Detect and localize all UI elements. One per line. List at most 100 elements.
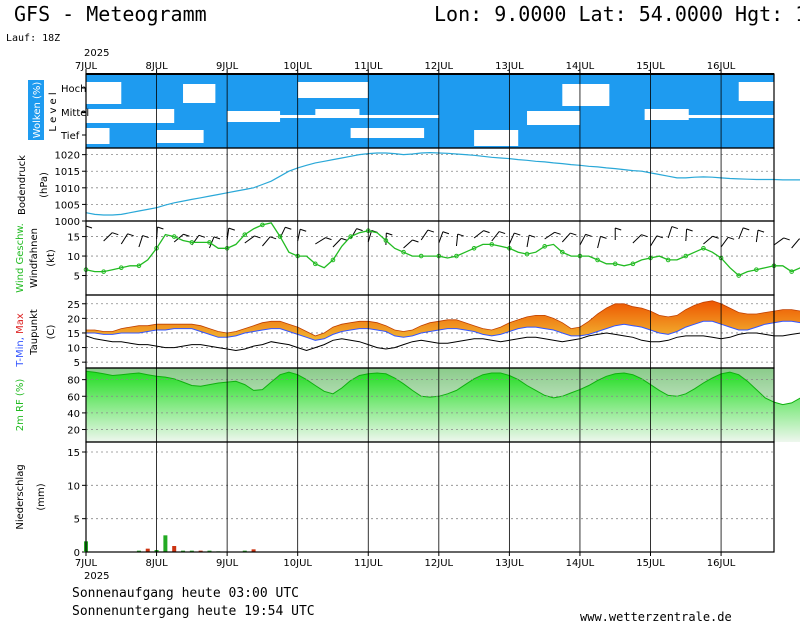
wind-barb — [498, 231, 506, 235]
day-label-bottom: 13JUL — [495, 558, 524, 569]
wind-barb — [703, 235, 713, 245]
cloud-label-box — [28, 80, 44, 140]
y-tick-label: 5 — [74, 515, 80, 526]
tmax-label-part: Max — [15, 313, 26, 334]
wind-barb — [597, 236, 601, 249]
day-label-top: 15JUL — [636, 61, 665, 72]
temperature-band — [86, 300, 800, 341]
wind-barb — [228, 227, 235, 231]
wind-speed-point — [207, 240, 212, 245]
tmin-label-part: T-Min, — [15, 334, 26, 368]
pressure-line — [85, 151, 800, 216]
precip-bar — [189, 550, 194, 552]
wind-barb — [142, 235, 149, 239]
wind-barb — [667, 226, 673, 239]
cloud-level-label: L e v e l — [48, 92, 59, 131]
y-tick-label: 0 — [74, 548, 80, 559]
wind-speed-point — [789, 269, 794, 274]
wind-barb — [112, 232, 119, 236]
day-label-bottom: 8JUL — [145, 558, 168, 569]
temperature-axis-label: T-Min, Max — [15, 313, 26, 368]
panel-frame — [85, 441, 775, 553]
day-label-top: 12JUL — [425, 61, 454, 72]
cloud-level-hoch: Hoch — [61, 84, 86, 95]
wind-speed-point — [136, 263, 142, 269]
dewpoint-label: Taupunkt — [29, 309, 40, 356]
wind-barb — [332, 238, 342, 248]
wind-speed-point — [383, 238, 389, 243]
wind-barb — [615, 227, 622, 231]
wind-speed-point — [277, 234, 283, 239]
day-label-bottom: 9JUL — [216, 558, 239, 569]
wind-barb — [279, 226, 286, 239]
y-tick-label: 25 — [67, 300, 80, 311]
sunset-text: Sonnenuntergang heute 19:54 UTC — [72, 604, 315, 619]
day-label-bottom: 16JUL — [707, 558, 736, 569]
cloud-gap — [183, 84, 216, 103]
day-label-bottom: 7JUL — [75, 558, 98, 569]
day-label-bottom: 11JUL — [354, 558, 383, 569]
wind-barb — [743, 227, 750, 231]
wind-barb — [671, 226, 679, 230]
y-tick-label: 5 — [74, 272, 80, 283]
wind-barb — [712, 235, 719, 239]
cloud-gap — [738, 82, 777, 101]
precip-bar — [242, 550, 247, 552]
y-tick-label: 60 — [67, 392, 80, 403]
wind-barb — [198, 234, 206, 238]
wind-speed-point — [736, 273, 742, 278]
wind-speed-point — [489, 242, 495, 247]
wind-barb — [244, 235, 255, 244]
wind-speed-point — [101, 269, 106, 274]
day-label-top: 9JUL — [216, 61, 239, 72]
temperature-unit: (C) — [46, 325, 57, 340]
wind-speed-point — [242, 232, 248, 237]
pressure-axis-label: Bodendruck — [17, 155, 28, 215]
wind-barb — [386, 232, 393, 236]
y-tick-label: 15 — [67, 329, 80, 340]
wind-barb — [297, 229, 301, 242]
wind-axis-label: Wind Geschw. — [15, 223, 26, 293]
wind-barb — [791, 238, 800, 249]
wind-barb — [632, 234, 642, 244]
wind-speed-point — [754, 267, 759, 272]
precip-bar — [181, 550, 186, 552]
wind-barb — [269, 236, 277, 240]
y-tick-label: 10 — [67, 344, 80, 355]
year-label-top: 2025 — [84, 48, 109, 59]
wind-barb — [367, 230, 373, 243]
wind-barb — [773, 237, 785, 246]
wind-speed-point — [630, 261, 636, 267]
cloud-gap — [350, 128, 425, 138]
wind-barb — [412, 239, 419, 243]
y-tick-label: 1015 — [55, 167, 80, 178]
cloud-gap — [644, 109, 689, 120]
wind-speed-point — [348, 234, 353, 239]
wind-barb — [570, 232, 577, 236]
panel-frame — [85, 147, 775, 222]
wind-speed-point — [330, 257, 336, 263]
wind-barb — [85, 225, 93, 229]
precip-bar — [207, 550, 212, 552]
cloud-gap — [562, 84, 610, 106]
wind-speed-point — [665, 257, 671, 263]
day-label-bottom: 15JUL — [636, 558, 665, 569]
page-title: GFS - Meteogramm — [14, 2, 207, 26]
wind-barb — [514, 232, 521, 236]
precip-unit: (mm) — [36, 483, 47, 510]
y-tick-label: 1020 — [55, 151, 80, 162]
wind-speed-point — [542, 244, 547, 249]
dewpoint-line — [85, 332, 800, 352]
wind-barb — [685, 228, 688, 242]
y-tick-label: 15 — [67, 233, 80, 244]
wind-barb — [755, 230, 759, 243]
day-label-top: 7JUL — [75, 61, 98, 72]
wind-speed-point — [524, 251, 530, 257]
wind-barb — [561, 232, 571, 243]
y-tick-label: 10 — [67, 252, 80, 263]
cloud-axis-label: Wolken (%) — [32, 82, 43, 139]
windfahnen-label: Windfahnen — [29, 228, 40, 288]
wind-barb — [641, 234, 648, 238]
wind-barb — [350, 228, 358, 240]
wind-barb — [420, 229, 429, 241]
